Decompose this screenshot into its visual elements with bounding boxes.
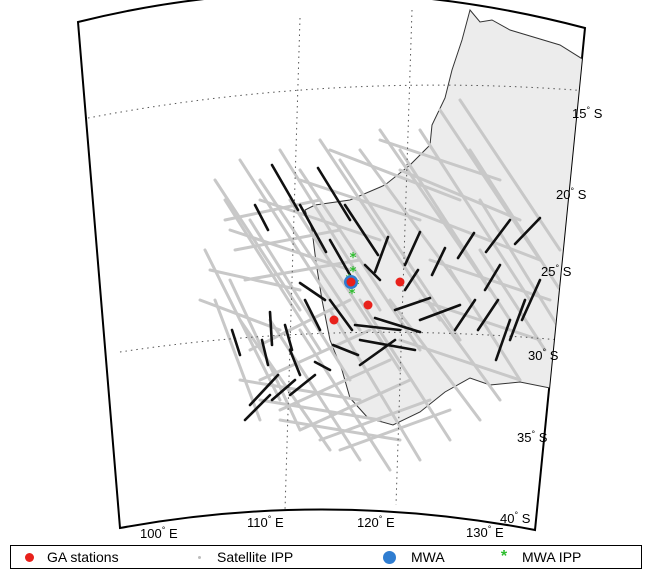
legend-label: Satellite IPP xyxy=(217,549,294,565)
svg-text:*: * xyxy=(350,251,357,266)
svg-text:*: * xyxy=(350,265,357,280)
svg-text:*: * xyxy=(349,287,356,302)
legend-label: GA stations xyxy=(47,549,119,565)
legend-label: MWA xyxy=(411,549,445,565)
lon-label-130e: 130° E xyxy=(466,524,504,540)
lat-label-20s: 20° S xyxy=(556,186,587,202)
graticule xyxy=(87,9,585,511)
green-star-icon: * xyxy=(500,548,508,565)
legend: GA stations Satellite IPP MWA * MWA IPP xyxy=(10,545,642,569)
lon-label-110e: 110° E xyxy=(247,514,284,530)
legend-item-mwa: MWA xyxy=(371,547,486,567)
legend-item-satellite-ipp: Satellite IPP xyxy=(181,547,371,567)
red-dot-icon xyxy=(11,547,47,567)
lat-label-30s: 30° S xyxy=(528,347,559,363)
lat-label-25s: 25° S xyxy=(541,263,572,279)
grey-dot-icon xyxy=(181,547,217,567)
mwa-ipp-tracks xyxy=(230,163,542,422)
satellite-ipp-tracks xyxy=(198,98,562,472)
legend-item-mwa-ipp: * MWA IPP xyxy=(486,547,626,567)
ga-stations xyxy=(329,277,405,325)
blue-dot-icon xyxy=(371,547,407,567)
lat-label-40s: 40° S xyxy=(500,510,531,526)
lat-label-35s: 35° S xyxy=(517,429,548,445)
legend-label: MWA IPP xyxy=(522,549,582,565)
lon-label-120e: 120° E xyxy=(357,514,395,530)
lat-label-15s: 15° S xyxy=(572,105,603,121)
legend-item-ga-stations: GA stations xyxy=(11,547,161,567)
lon-label-100e: 100° E xyxy=(140,525,178,541)
